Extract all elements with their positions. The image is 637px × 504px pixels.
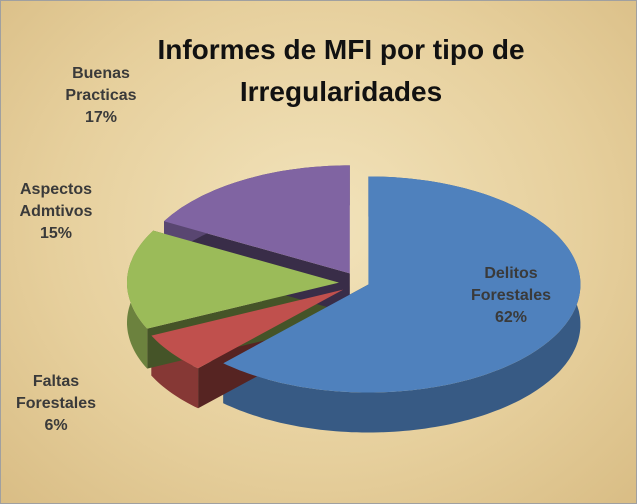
data-label: Delitos Forestales 62% (461, 263, 561, 329)
data-label: Faltas Forestales 6% (6, 371, 106, 437)
chart-title: Informes de MFI por tipo de Irregularida… (157, 34, 525, 107)
data-label: Buenas Practicas 17% (51, 63, 151, 129)
value-label: 15% (39, 225, 73, 242)
category-label: Aspectos Admtivos (19, 181, 93, 220)
value-label: 62% (494, 309, 528, 326)
slice (151, 289, 344, 369)
category-label: Buenas Practicas (65, 65, 137, 104)
slice (223, 176, 581, 393)
slice-side (223, 176, 581, 433)
value-label: 6% (44, 417, 68, 434)
category-label: Faltas Forestales (15, 373, 97, 412)
data-label: Aspectos Admtivos 15% (11, 179, 101, 245)
category-label: Delitos Forestales (470, 265, 552, 304)
slice (164, 165, 350, 274)
value-label: 17% (84, 109, 118, 126)
slice (127, 230, 339, 329)
